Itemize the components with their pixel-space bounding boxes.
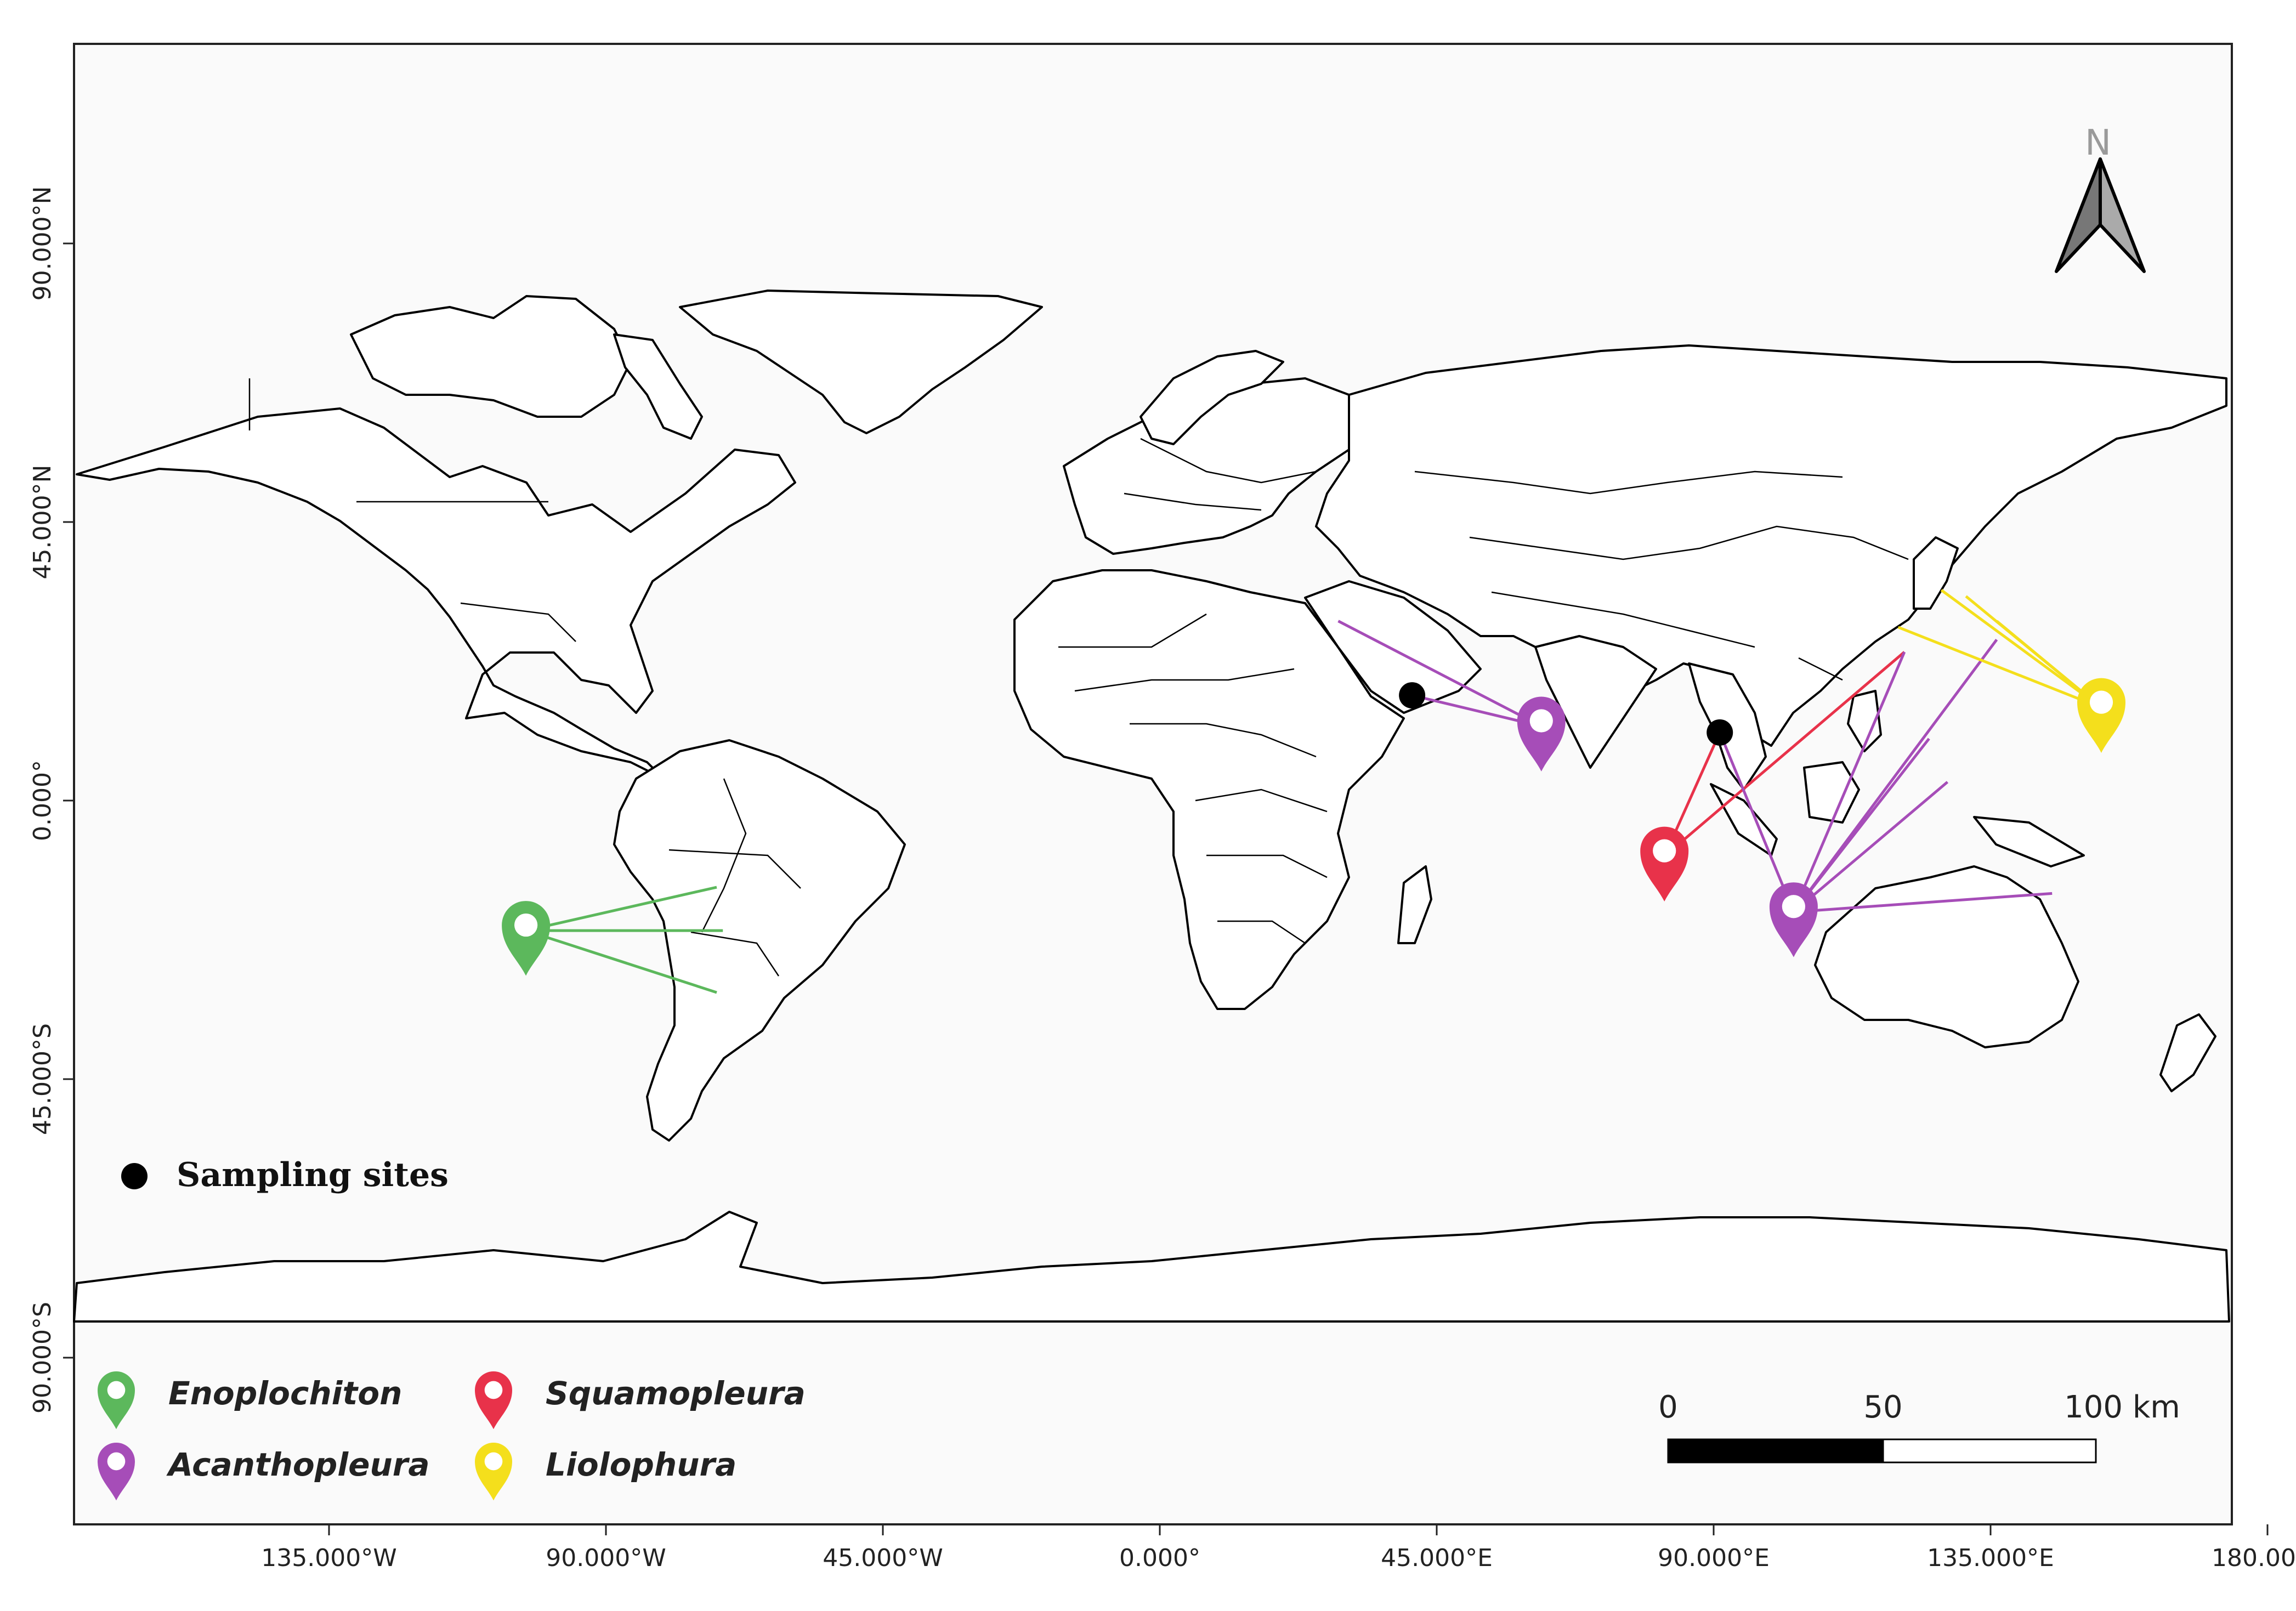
north-arrow: N <box>2055 123 2146 273</box>
y-tick-label: 45.000°N <box>29 465 56 580</box>
scale-bar-black-segment <box>1667 1438 1884 1463</box>
japan <box>1913 536 1959 610</box>
india <box>1534 635 1657 769</box>
south-america <box>613 739 906 1142</box>
marker-link-line <box>1792 638 1998 913</box>
y-tick-label: 45.000°S <box>29 1023 56 1135</box>
sampling-site-dot <box>1399 682 1426 709</box>
australia <box>1814 865 2079 1048</box>
marker-link-line <box>1793 781 1949 914</box>
legend-taxon-label: Acanthopleura <box>166 1446 430 1483</box>
scandinavia <box>1140 350 1284 445</box>
y-ticks: 90.000°N 45.000°N 0.000° 45.000°S 90.000°S <box>29 186 74 1414</box>
marker-link-line <box>1793 892 2053 914</box>
sampling-sites <box>1399 682 1733 746</box>
legend-pin-icon <box>98 1443 135 1501</box>
scale-label-50: 50 <box>1863 1389 1902 1425</box>
country-borders <box>248 378 1909 977</box>
map-pin-icon <box>2077 678 2125 753</box>
scale-label-0: 0 <box>1658 1389 1678 1425</box>
greenland <box>679 290 1043 434</box>
x-tick-label: 45.000°W <box>823 1544 943 1572</box>
marker-link-line <box>1897 626 2102 709</box>
africa <box>1013 569 1405 1010</box>
arabian-peninsula <box>1304 580 1482 714</box>
map-pin-icon <box>1640 826 1689 901</box>
borneo <box>1803 761 1860 824</box>
antarctica <box>73 1211 2230 1323</box>
x-tick-label: 135.000°E <box>1927 1544 2054 1572</box>
marker-link-line <box>1792 651 1906 913</box>
north-arrow-label: N <box>2085 123 2111 163</box>
sampling-legend-label: Sampling sites <box>177 1156 449 1194</box>
sampling-dot-icon <box>121 1163 148 1189</box>
taxa-legend: Enoplochiton Squamopleura Acanthopleura Lio… <box>98 1371 806 1501</box>
scale-label-100: 100 km <box>2064 1389 2180 1425</box>
marker-link-line <box>1663 651 1906 858</box>
map-pin-icon <box>1769 882 1818 957</box>
new-zealand <box>2159 1013 2216 1092</box>
marker-link-line <box>525 886 717 932</box>
x-tick-label: 0.000° <box>1119 1544 1200 1572</box>
y-tick-label: 90.000°S <box>29 1302 56 1414</box>
legend-taxon-label: Squamopleura <box>546 1375 806 1412</box>
madagascar <box>1397 865 1432 944</box>
marker-link-line <box>1940 589 2102 709</box>
sampling-legend: Sampling sites <box>121 1156 449 1194</box>
map-pin-icon <box>1517 696 1566 772</box>
sampling-site-dot <box>1707 719 1733 746</box>
marker-link-line <box>1337 620 1542 728</box>
x-tick-label: 180.000° <box>2212 1544 2296 1572</box>
taxon-markers <box>502 678 2125 976</box>
x-ticks: 135.000°W 90.000°W 45.000°W 0.000° 45.000°E 9… <box>261 1524 2296 1572</box>
new-guinea <box>1973 816 2085 867</box>
legend-taxon-label: Enoplochiton <box>168 1375 402 1412</box>
x-tick-label: 45.000°E <box>1381 1544 1493 1572</box>
y-tick-label: 0.000° <box>29 760 56 841</box>
x-tick-label: 90.000°E <box>1658 1544 1770 1572</box>
scale-bar-white-segment <box>1882 1438 2097 1463</box>
x-tick-label: 135.000°W <box>261 1544 396 1572</box>
marker-link-line <box>525 929 717 994</box>
landmasses <box>73 290 2230 1323</box>
scale-bar: 0 50 100 km <box>1658 1389 2180 1463</box>
marker-link-line <box>1718 731 1795 913</box>
map-pin-icon <box>502 901 551 976</box>
arctic-islands <box>350 295 632 418</box>
legend-taxon-label: Liolophura <box>546 1446 736 1483</box>
philippines <box>1847 690 1882 752</box>
legend-pin-icon <box>475 1371 512 1430</box>
y-tick-label: 90.000°N <box>29 186 56 301</box>
baffin <box>613 333 703 440</box>
legend-pin-icon <box>475 1443 512 1501</box>
legend-pin-icon <box>98 1371 135 1430</box>
x-tick-label: 90.000°W <box>546 1544 666 1572</box>
north-america <box>76 407 796 780</box>
